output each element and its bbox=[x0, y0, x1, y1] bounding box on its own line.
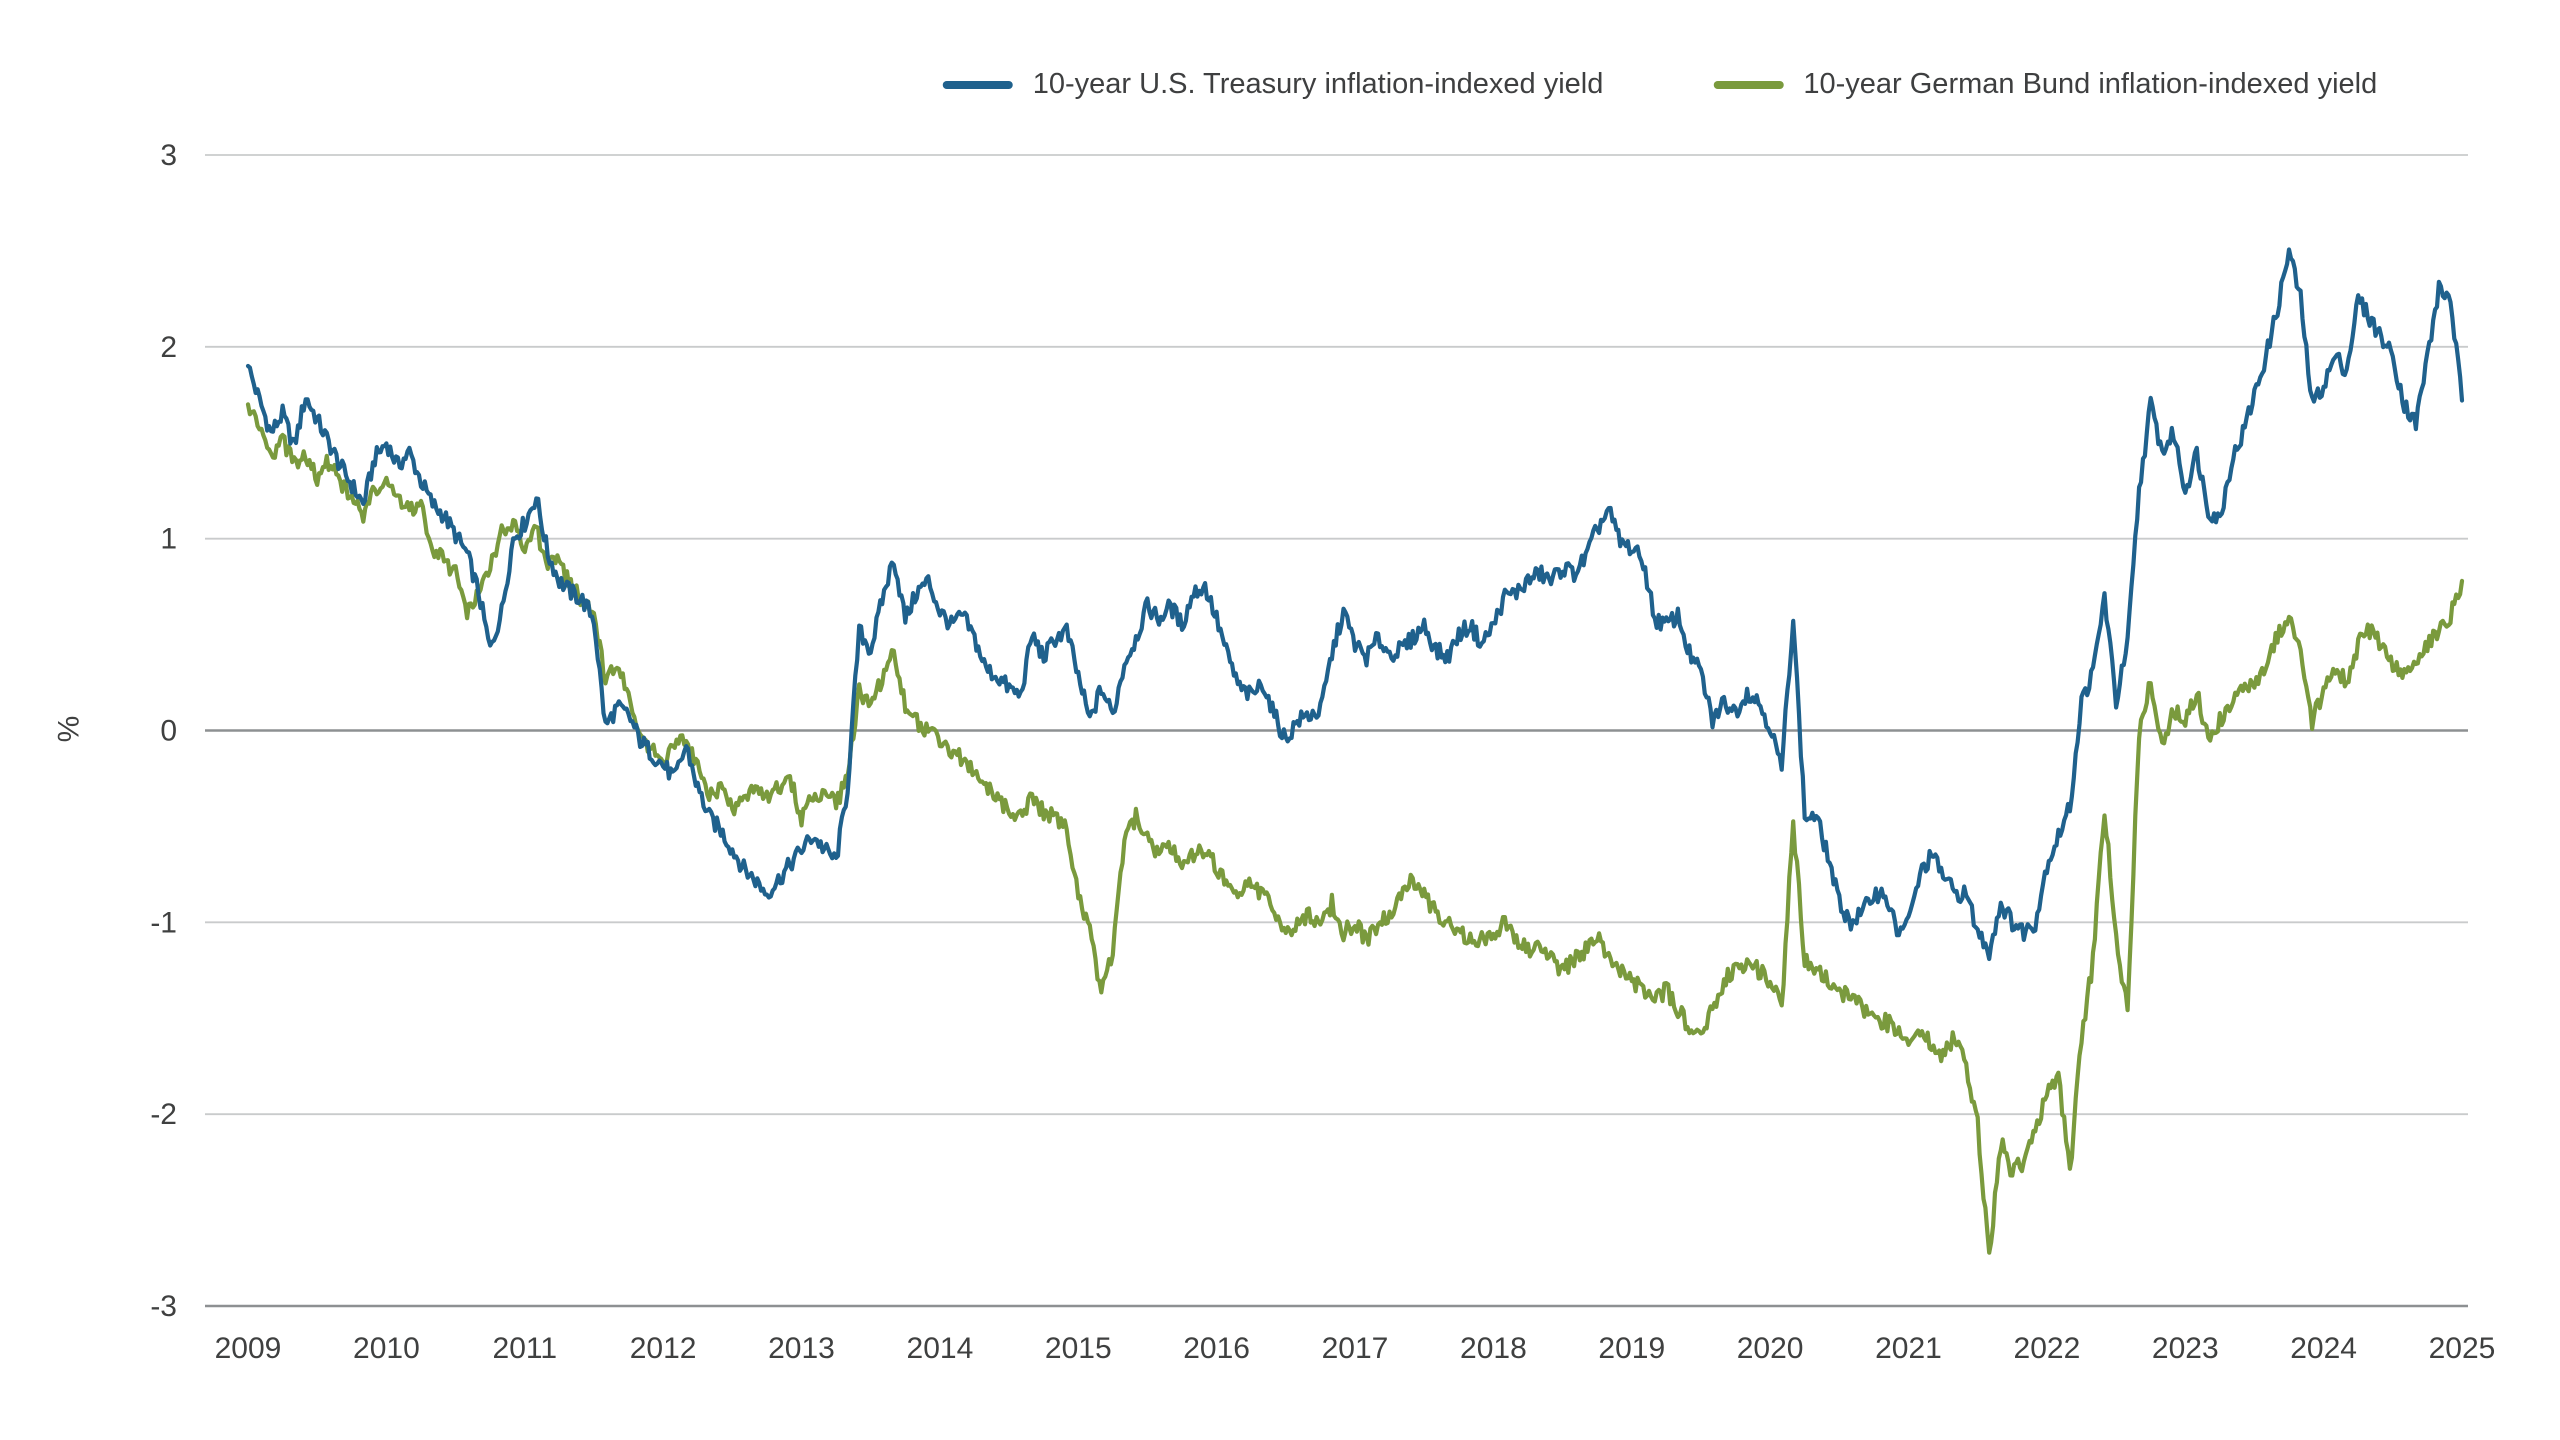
x-tick-label: 2011 bbox=[493, 1332, 558, 1365]
y-tick-label: -2 bbox=[150, 1098, 177, 1131]
x-tick-label: 2015 bbox=[1045, 1332, 1112, 1365]
x-tick-label: 2010 bbox=[353, 1332, 420, 1365]
x-tick-label: 2017 bbox=[1322, 1332, 1389, 1365]
y-tick-label: 3 bbox=[160, 139, 177, 172]
chart-legend: 10-year U.S. Treasury inflation-indexed … bbox=[942, 68, 2377, 101]
x-tick-label: 2018 bbox=[1460, 1332, 1527, 1365]
y-tick-label: -3 bbox=[150, 1290, 177, 1323]
x-tick-label: 2021 bbox=[1875, 1332, 1942, 1365]
legend-item-bund: 10-year German Bund inflation-indexed yi… bbox=[1713, 68, 2377, 101]
y-tick-label: -1 bbox=[150, 906, 177, 939]
x-tick-label: 2009 bbox=[215, 1332, 282, 1365]
x-tick-label: 2013 bbox=[768, 1332, 835, 1365]
y-tick-label: 0 bbox=[160, 715, 177, 748]
x-tick-label: 2016 bbox=[1183, 1332, 1250, 1365]
legend-label-bund: 10-year German Bund inflation-indexed yi… bbox=[1803, 68, 2378, 100]
legend-label-treasury: 10-year U.S. Treasury inflation-indexed … bbox=[1032, 68, 1604, 100]
x-tick-label: 2022 bbox=[2014, 1332, 2081, 1365]
x-tick-label: 2012 bbox=[630, 1332, 697, 1365]
x-tick-label: 2025 bbox=[2429, 1332, 2496, 1365]
y-tick-label: 2 bbox=[160, 331, 177, 364]
x-tick-label: 2020 bbox=[1737, 1332, 1804, 1365]
x-tick-label: 2023 bbox=[2152, 1332, 2219, 1365]
legend-swatch-treasury bbox=[942, 80, 1013, 89]
x-tick-label: 2019 bbox=[1598, 1332, 1665, 1365]
legend-item-treasury: 10-year U.S. Treasury inflation-indexed … bbox=[942, 68, 1604, 101]
y-tick-label: 1 bbox=[160, 523, 177, 556]
x-tick-label: 2024 bbox=[2290, 1332, 2357, 1365]
legend-swatch-bund bbox=[1713, 80, 1784, 89]
series-bund-line bbox=[245, 402, 2465, 1255]
x-tick-label: 2014 bbox=[907, 1332, 974, 1365]
series-treasury-line bbox=[245, 247, 2465, 962]
